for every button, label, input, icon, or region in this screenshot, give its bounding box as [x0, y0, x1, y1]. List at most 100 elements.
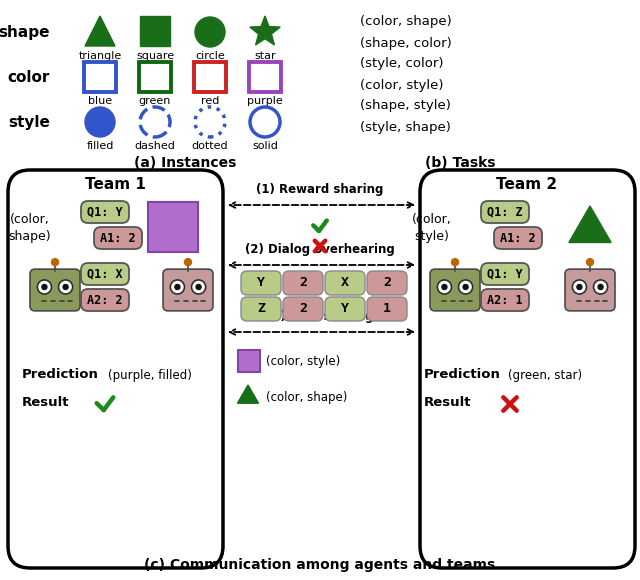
- Bar: [148, 202, 198, 252]
- Text: solid: solid: [252, 141, 278, 151]
- Circle shape: [195, 107, 225, 137]
- Text: (color,
shape): (color, shape): [9, 213, 51, 243]
- FancyBboxPatch shape: [8, 170, 223, 568]
- Text: dashed: dashed: [134, 141, 175, 151]
- Text: Q1: Y: Q1: Y: [87, 205, 123, 219]
- Circle shape: [175, 284, 180, 289]
- Circle shape: [63, 284, 68, 289]
- Text: (color, style): (color, style): [360, 78, 444, 92]
- Text: A1: 2: A1: 2: [100, 231, 136, 245]
- Bar: [249, 62, 281, 92]
- Text: X: X: [341, 277, 349, 289]
- FancyBboxPatch shape: [367, 271, 407, 295]
- FancyBboxPatch shape: [283, 271, 323, 295]
- Circle shape: [572, 280, 586, 294]
- FancyBboxPatch shape: [367, 297, 407, 321]
- Text: Q1: Z: Q1: Z: [487, 205, 523, 219]
- FancyBboxPatch shape: [241, 271, 281, 295]
- Text: (a) Instances: (a) Instances: [134, 156, 236, 170]
- Polygon shape: [237, 385, 259, 403]
- Text: blue: blue: [88, 96, 112, 106]
- Text: Y: Y: [257, 277, 265, 289]
- Circle shape: [595, 281, 606, 292]
- Text: (shape, style): (shape, style): [360, 100, 451, 113]
- Circle shape: [250, 107, 280, 137]
- Text: (color, style): (color, style): [266, 354, 340, 368]
- Text: green: green: [139, 96, 171, 106]
- FancyBboxPatch shape: [81, 289, 129, 311]
- Text: filled: filled: [86, 141, 114, 151]
- Text: Result: Result: [22, 396, 70, 408]
- Text: A1: 2: A1: 2: [500, 231, 536, 245]
- Text: A2: 2: A2: 2: [87, 293, 123, 306]
- Circle shape: [577, 284, 582, 289]
- Circle shape: [191, 280, 205, 294]
- Circle shape: [442, 284, 447, 289]
- Circle shape: [184, 259, 191, 266]
- Text: circle: circle: [195, 51, 225, 61]
- Text: 1: 1: [383, 303, 391, 316]
- Text: Prediction: Prediction: [424, 368, 501, 382]
- Circle shape: [172, 281, 183, 292]
- FancyBboxPatch shape: [81, 263, 129, 285]
- FancyBboxPatch shape: [81, 201, 129, 223]
- Text: Q1: Y: Q1: Y: [487, 267, 523, 281]
- Circle shape: [463, 284, 468, 289]
- FancyBboxPatch shape: [94, 227, 142, 249]
- Text: dotted: dotted: [192, 141, 228, 151]
- FancyBboxPatch shape: [481, 289, 529, 311]
- Polygon shape: [569, 206, 611, 242]
- FancyBboxPatch shape: [163, 269, 213, 311]
- Text: (style, shape): (style, shape): [360, 121, 451, 133]
- Circle shape: [437, 280, 452, 294]
- Text: A2: 1: A2: 1: [487, 293, 523, 306]
- Circle shape: [140, 107, 170, 137]
- Text: (b) Tasks: (b) Tasks: [425, 156, 495, 170]
- Text: Prediction: Prediction: [22, 368, 99, 382]
- FancyBboxPatch shape: [494, 227, 542, 249]
- Text: square: square: [136, 51, 174, 61]
- Text: Z: Z: [257, 303, 265, 316]
- Text: triangle: triangle: [78, 51, 122, 61]
- Circle shape: [60, 281, 71, 292]
- Circle shape: [58, 280, 73, 294]
- FancyBboxPatch shape: [325, 271, 365, 295]
- Text: (c) Communication among agents and teams: (c) Communication among agents and teams: [145, 558, 495, 572]
- Text: (color, shape): (color, shape): [266, 390, 348, 404]
- Polygon shape: [250, 16, 280, 45]
- Circle shape: [598, 284, 603, 289]
- Circle shape: [451, 259, 458, 266]
- Text: Team 2: Team 2: [497, 177, 557, 192]
- Circle shape: [51, 259, 58, 266]
- Circle shape: [196, 284, 201, 289]
- Circle shape: [458, 280, 473, 294]
- Circle shape: [170, 280, 184, 294]
- Bar: [139, 62, 171, 92]
- Circle shape: [586, 259, 593, 266]
- Text: (shape, color): (shape, color): [360, 37, 452, 49]
- Text: purple: purple: [247, 96, 283, 106]
- Polygon shape: [85, 16, 115, 46]
- Text: (color,
style): (color, style): [412, 213, 452, 243]
- Circle shape: [85, 107, 115, 137]
- Bar: [140, 16, 170, 46]
- Circle shape: [195, 17, 225, 47]
- Circle shape: [193, 281, 204, 292]
- Circle shape: [37, 280, 52, 294]
- Bar: [238, 350, 260, 372]
- Text: (2) Dialog overhearing: (2) Dialog overhearing: [245, 243, 395, 256]
- Text: red: red: [201, 96, 219, 106]
- FancyBboxPatch shape: [325, 297, 365, 321]
- Circle shape: [460, 281, 471, 292]
- Text: star: star: [254, 51, 276, 61]
- FancyBboxPatch shape: [283, 297, 323, 321]
- Text: (purple, filled): (purple, filled): [108, 368, 192, 382]
- Bar: [84, 62, 116, 92]
- Text: Y: Y: [341, 303, 349, 316]
- Text: (style, color): (style, color): [360, 57, 444, 71]
- Text: Team 1: Team 1: [84, 177, 145, 192]
- FancyBboxPatch shape: [430, 269, 480, 311]
- FancyBboxPatch shape: [481, 263, 529, 285]
- FancyBboxPatch shape: [241, 297, 281, 321]
- Circle shape: [42, 284, 47, 289]
